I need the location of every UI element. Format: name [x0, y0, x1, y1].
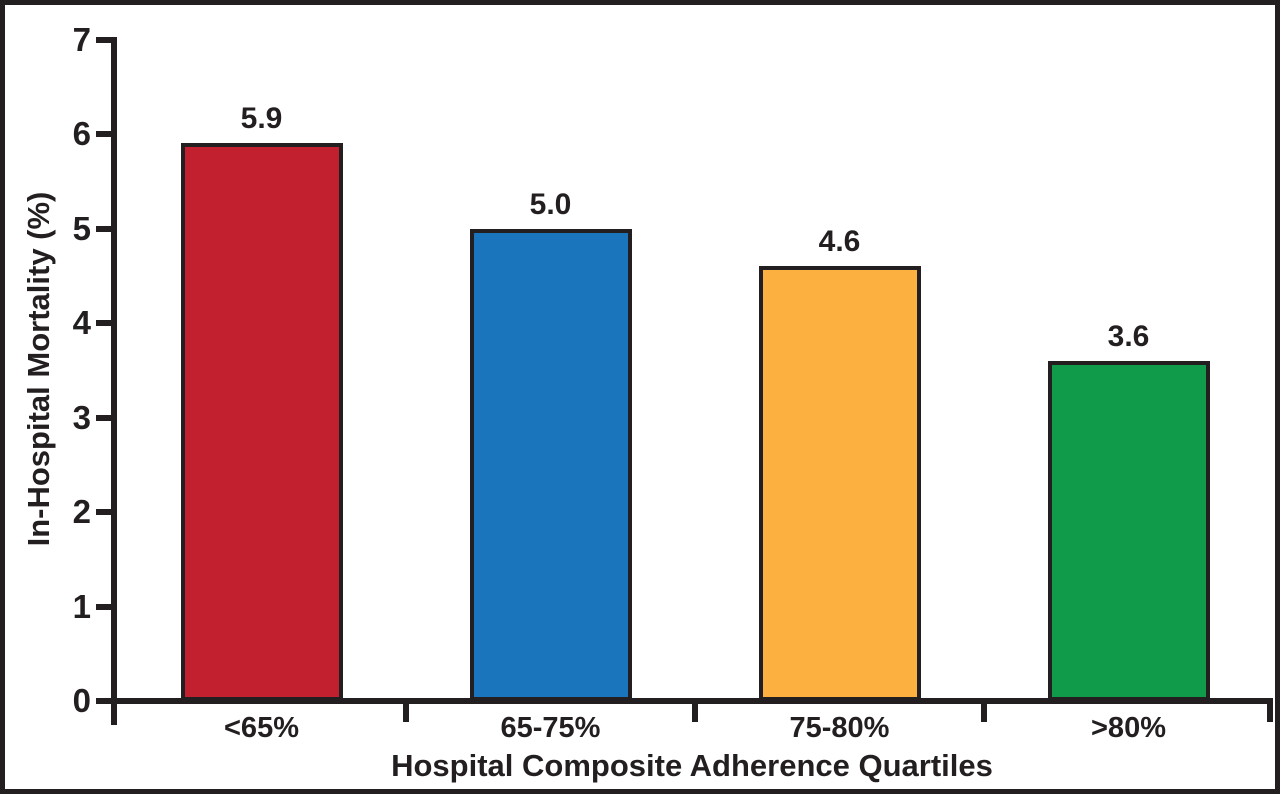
- y-tick-label: 2: [72, 493, 91, 530]
- y-tick-label: 5: [72, 209, 91, 247]
- y-tick-label: 0: [72, 682, 91, 719]
- y-tick: [96, 320, 117, 326]
- x-axis-title: Hospital Composite Adherence Quartiles: [391, 748, 993, 783]
- bar: [1047, 360, 1210, 701]
- y-tick: [96, 603, 117, 610]
- y-tick-label: 4: [72, 304, 91, 341]
- y-tick-label: 3: [72, 398, 91, 436]
- plot-area: In-Hospital Mortality (%) Hospital Compo…: [5, 5, 1275, 789]
- x-tick: [403, 698, 409, 722]
- x-tick: [692, 698, 698, 722]
- y-tick: [96, 414, 117, 421]
- bar: [469, 228, 632, 701]
- x-category-label: >80%: [1091, 712, 1166, 744]
- bar: [758, 266, 921, 701]
- y-axis-title: In-Hospital Mortality (%): [21, 191, 56, 547]
- y-tick-label: 1: [72, 587, 91, 625]
- y-tick: [96, 698, 117, 704]
- y-tick-label: 7: [72, 20, 91, 58]
- y-tick-label: 6: [72, 115, 91, 152]
- y-tick: [96, 509, 117, 515]
- y-tick: [96, 36, 117, 43]
- bar-value-label: 5.9: [240, 102, 283, 136]
- bar-value-label: 4.6: [818, 225, 861, 259]
- bar-value-label: 3.6: [1107, 319, 1150, 353]
- y-axis-line: [111, 37, 117, 725]
- bar: [180, 143, 343, 701]
- x-category-label: <65%: [224, 712, 299, 744]
- x-category-label: 75-80%: [789, 712, 890, 744]
- y-tick: [96, 131, 117, 137]
- y-tick: [96, 225, 117, 232]
- bar-value-label: 5.0: [529, 187, 572, 221]
- x-axis-end-tick: [1267, 698, 1273, 722]
- x-tick: [981, 698, 987, 722]
- x-category-label: 65-75%: [500, 712, 601, 744]
